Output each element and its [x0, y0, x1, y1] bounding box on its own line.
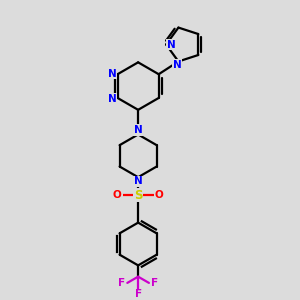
Text: N: N — [172, 60, 181, 70]
Text: F: F — [151, 278, 158, 288]
Text: F: F — [118, 278, 125, 288]
Text: O: O — [113, 190, 122, 200]
Text: S: S — [134, 188, 142, 202]
Text: O: O — [154, 190, 163, 200]
Text: N: N — [167, 40, 176, 50]
Text: F: F — [135, 290, 142, 299]
Text: N: N — [134, 176, 142, 186]
Text: N: N — [134, 125, 142, 135]
Text: N: N — [108, 94, 117, 103]
Text: N: N — [108, 69, 117, 79]
